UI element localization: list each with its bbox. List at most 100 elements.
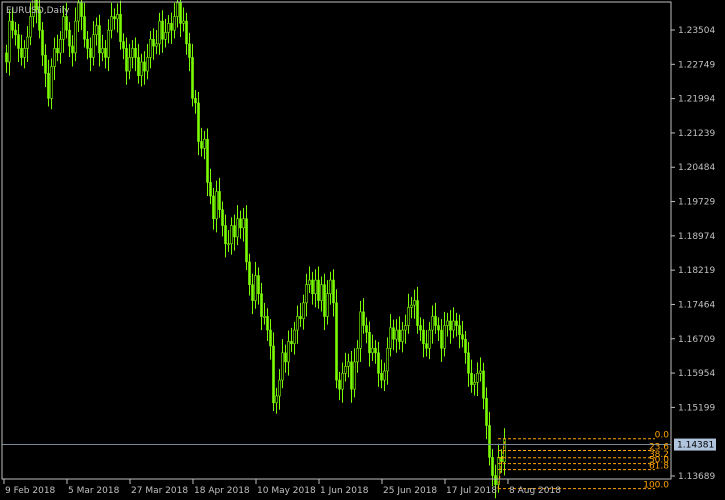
candle-body [353, 361, 356, 390]
fib-trend-line[interactable] [497, 438, 506, 489]
candle-body [314, 279, 317, 295]
candle-body [230, 225, 233, 245]
candle-body [59, 38, 62, 54]
candle-body [143, 61, 146, 72]
candle-body [176, 2, 179, 17]
candle-body [419, 325, 422, 331]
price-tick-label: 1.13689 [678, 472, 715, 482]
time-axis[interactable]: 9 Feb 2018 5 Mar 2018 27 Mar 2018 18 Apr 20… [3, 479, 561, 496]
candle-body [293, 329, 296, 345]
candle-body [401, 329, 404, 342]
candle-body [92, 34, 95, 58]
candle-body [476, 372, 479, 383]
time-tick-label: 1 Jun 2018 [320, 486, 369, 496]
candle-body [269, 329, 272, 347]
time-tick-label: 8 Aug 2018 [509, 486, 561, 496]
candle-body [248, 261, 251, 285]
candle-body [491, 457, 494, 476]
candle-body [179, 2, 182, 24]
price-tick-label: 1.21994 [678, 95, 715, 105]
fib-level-label: 100.0 [643, 481, 669, 491]
candle-body [311, 279, 314, 295]
candle-body [245, 218, 248, 263]
time-tick-label: 9 Feb 2018 [5, 486, 56, 496]
time-tick-label: 25 Jun 2018 [383, 486, 437, 496]
candle-body [383, 370, 386, 381]
candle-body [389, 327, 392, 349]
candle-body [14, 29, 17, 36]
candle-body [395, 329, 398, 340]
candle-body [107, 29, 110, 58]
candle-body [497, 457, 500, 485]
candle-body [122, 41, 125, 49]
candles-layer [5, 0, 506, 499]
candle-body [308, 279, 311, 285]
candle-body [377, 352, 380, 374]
candle-body [182, 20, 185, 24]
candle-body [65, 16, 68, 31]
candle-body [488, 425, 491, 458]
candle-body [188, 43, 191, 58]
candle-body [359, 311, 362, 349]
candle-body [134, 48, 137, 58]
price-tick-label: 1.22749 [678, 60, 715, 70]
candle-body [458, 325, 461, 335]
candle-body [212, 195, 215, 220]
candle-body [365, 325, 368, 333]
candle-body [224, 225, 227, 245]
fib-level-label: 50.0 [649, 456, 669, 466]
candle-body [32, 0, 35, 17]
candle-body [191, 57, 194, 99]
candle-body [410, 304, 413, 308]
candle-body [344, 366, 347, 374]
candle-body [53, 48, 56, 67]
candle-body [407, 307, 410, 326]
candle-body [335, 302, 338, 381]
candle-body [470, 372, 473, 385]
candle-body [404, 325, 407, 331]
candle-body [38, 9, 41, 31]
candle-body [428, 329, 431, 349]
time-tick-label: 5 Mar 2018 [68, 486, 120, 496]
time-tick-label: 27 Mar 2018 [131, 486, 188, 496]
candle-body [380, 372, 383, 381]
candle-body [56, 48, 59, 54]
candle-body [281, 352, 284, 381]
candle-body [326, 293, 329, 317]
candle-body [296, 316, 299, 331]
candle-body [158, 20, 161, 45]
candle-body [5, 52, 8, 63]
candle-body [125, 48, 128, 72]
candle-body [467, 352, 470, 374]
candle-body [209, 182, 212, 197]
candle-body [437, 325, 440, 331]
candle-body [140, 61, 143, 76]
price-tick-label: 1.17464 [678, 300, 715, 310]
candle-body [440, 329, 443, 349]
candle-body [434, 316, 437, 326]
candle-body [254, 275, 257, 301]
fibonacci-retracement[interactable]: 0.0 23.638.250.061.8 100.0 [497, 431, 669, 491]
candle-body [8, 20, 11, 63]
candle-body [221, 209, 224, 226]
candle-body [173, 16, 176, 31]
candle-body [86, 38, 89, 49]
candle-body [338, 379, 341, 390]
time-tick-label: 17 Jul 2018 [446, 486, 497, 496]
candle-body [251, 284, 254, 301]
candle-body [452, 320, 455, 331]
candle-body [473, 382, 476, 385]
price-axis[interactable]: 1.23504 1.22749 1.21994 1.21239 1.20484 1.197… [671, 26, 716, 482]
chart-title: EURUSD,Daily [6, 6, 70, 16]
candle-body [167, 23, 170, 33]
candle-body [110, 16, 113, 31]
candle-body [200, 141, 203, 149]
candle-body [116, 13, 119, 20]
fib-level-label: 38.2 [649, 450, 669, 460]
time-tick-label: 18 Apr 2018 [194, 486, 250, 496]
candle-body [266, 316, 269, 331]
price-tick-label: 1.15954 [678, 369, 715, 379]
candle-body [170, 23, 173, 31]
